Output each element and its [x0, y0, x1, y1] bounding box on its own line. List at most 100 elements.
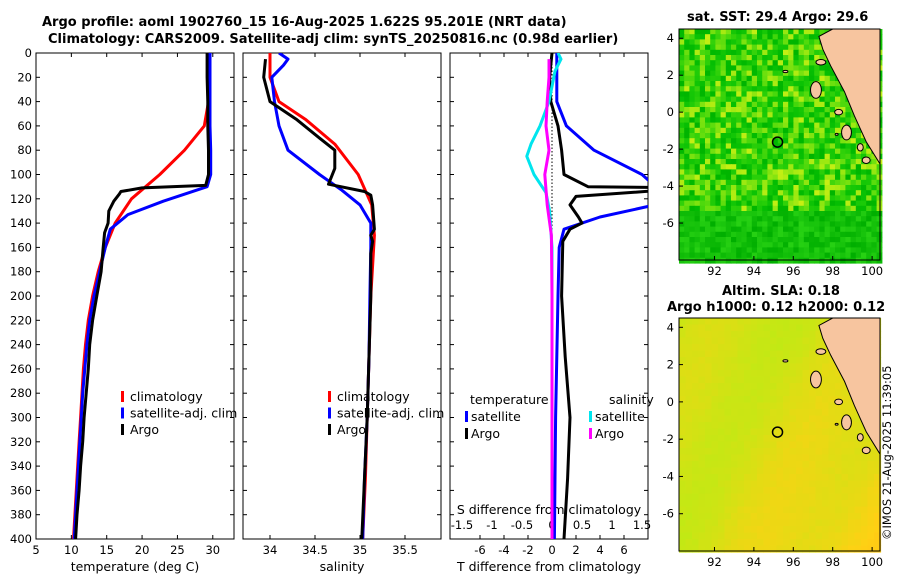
map-cell — [777, 86, 784, 92]
map-cell — [809, 179, 815, 186]
map-cell — [705, 127, 711, 134]
map-cell — [705, 44, 711, 51]
map-cell — [767, 205, 774, 212]
map-cell — [814, 216, 820, 222]
map-cell — [751, 148, 758, 155]
map-cell — [762, 49, 768, 56]
map-cell — [793, 49, 800, 56]
map-cell — [762, 86, 768, 92]
map-cell — [793, 55, 800, 61]
map-cell — [725, 34, 732, 40]
map-cell — [861, 519, 869, 527]
map-cell — [776, 441, 784, 449]
map-cell — [711, 363, 719, 371]
map-cell — [679, 257, 685, 264]
map-cell — [809, 500, 817, 508]
map-cell — [776, 389, 784, 397]
map-cell — [861, 435, 869, 443]
map-cell — [737, 370, 745, 378]
map-cell — [822, 474, 830, 482]
map-cell — [783, 190, 789, 196]
map-cell — [699, 257, 706, 264]
x-tick-label: 30 — [205, 543, 220, 557]
map-cell — [845, 221, 852, 228]
map-cell — [763, 357, 771, 365]
map-cell — [731, 195, 737, 202]
map-cell — [835, 519, 843, 527]
map-cell — [814, 179, 820, 186]
map-cell — [692, 519, 700, 527]
map-cell — [796, 363, 804, 371]
map-cell — [855, 252, 862, 259]
map-cell — [751, 205, 758, 212]
map-cell — [788, 138, 794, 144]
map-cell — [711, 402, 719, 410]
map-cell — [798, 55, 805, 61]
map-cell — [850, 138, 857, 144]
map-cell — [725, 205, 732, 212]
map-cell — [689, 205, 696, 212]
map-cell — [829, 211, 836, 217]
map-cell — [824, 195, 831, 202]
map-cell — [711, 526, 719, 534]
map-cell — [694, 226, 701, 233]
map-cell — [861, 138, 867, 144]
map-cell — [718, 428, 726, 436]
map-cell — [793, 148, 800, 155]
map-cell — [750, 363, 758, 371]
map-cell — [793, 216, 800, 222]
map-cell — [767, 117, 774, 124]
map-cell — [724, 474, 732, 482]
map-cell — [848, 441, 856, 449]
map-cell — [819, 200, 826, 207]
map-cell — [731, 324, 739, 332]
s-diff-tick-label: -0.5 — [511, 518, 533, 532]
map-cell — [694, 49, 701, 56]
map-cell — [731, 117, 737, 124]
map-cell — [767, 200, 774, 207]
map-cell — [679, 190, 685, 196]
map-cell — [822, 428, 830, 436]
map-cell — [741, 49, 748, 56]
map-cell — [783, 81, 789, 87]
map-cell — [710, 60, 716, 66]
map-cell — [798, 138, 805, 144]
map-cell — [710, 169, 716, 176]
map-cell — [772, 200, 779, 207]
map-cell — [689, 179, 696, 186]
map-cell — [705, 107, 711, 113]
map-cell — [679, 117, 685, 124]
map-cell — [689, 44, 696, 51]
map-cell — [845, 159, 852, 165]
map-cell — [684, 174, 690, 181]
map-cell — [772, 252, 779, 259]
map-cell — [822, 506, 830, 514]
map-cell — [750, 526, 758, 534]
map-cell — [750, 474, 758, 482]
map-cell — [694, 75, 701, 82]
map-cell — [770, 467, 778, 475]
map-cell — [809, 389, 817, 397]
map-cell — [767, 195, 774, 202]
map-cell — [744, 487, 752, 495]
map-cell — [710, 49, 716, 56]
island — [810, 370, 822, 389]
map-cell — [776, 396, 784, 404]
map-cell — [692, 526, 700, 534]
map-cell — [741, 242, 748, 248]
map-cell — [741, 86, 748, 92]
map-cell — [822, 532, 830, 540]
map-cell — [788, 101, 794, 108]
map-cell — [783, 211, 789, 217]
map-cell — [763, 500, 771, 508]
map-cell — [731, 441, 739, 449]
map-cell — [736, 153, 742, 160]
map-cell — [829, 169, 836, 176]
map-cell — [684, 65, 690, 72]
map-cell — [679, 318, 687, 326]
map-cell — [684, 29, 690, 35]
map-cell — [744, 396, 752, 404]
map-cell — [789, 532, 797, 540]
map-cell — [720, 242, 727, 248]
map-cell — [737, 519, 745, 527]
